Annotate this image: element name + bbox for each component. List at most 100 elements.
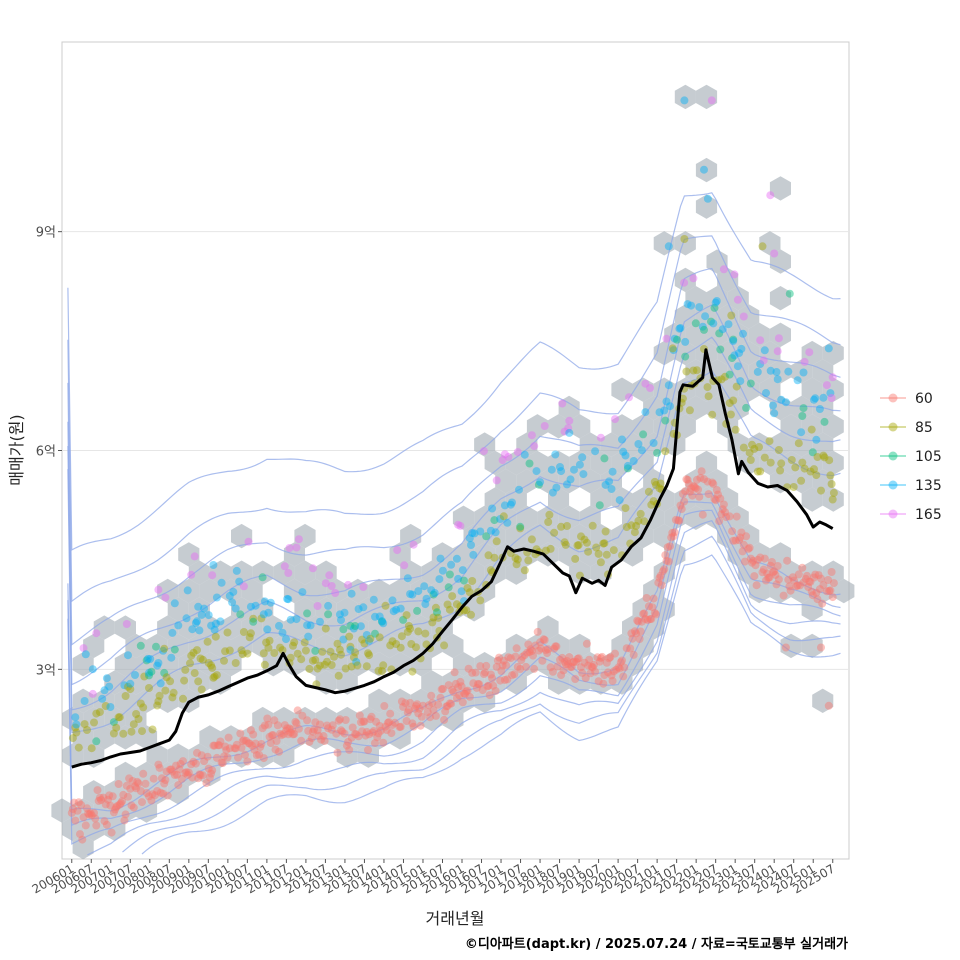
- scatter-point: [486, 566, 495, 575]
- scatter-point: [655, 484, 664, 493]
- scatter-point: [313, 664, 322, 673]
- scatter-point: [122, 620, 131, 628]
- scatter-point: [685, 487, 694, 496]
- scatter-point: [160, 779, 169, 788]
- scatter-point: [497, 667, 506, 675]
- scatter-point: [131, 671, 139, 679]
- scatter-point: [365, 730, 374, 739]
- scatter-point: [468, 529, 477, 537]
- scatter-point: [488, 504, 497, 513]
- scatter-point: [436, 693, 445, 702]
- scatter-point: [605, 654, 614, 663]
- scatter-point: [524, 640, 533, 649]
- scatter-point: [649, 594, 658, 603]
- hexbin: [400, 706, 422, 732]
- scatter-point: [513, 555, 522, 564]
- scatter-point: [337, 650, 345, 659]
- hexbin: [516, 432, 538, 457]
- scatter-point: [712, 297, 721, 305]
- scatter-point: [335, 645, 344, 654]
- scatter-point: [740, 557, 749, 566]
- scatter-point: [307, 734, 316, 743]
- scatter-point: [374, 729, 383, 738]
- scatter-point: [812, 471, 821, 480]
- scatter-point: [800, 464, 809, 473]
- scatter-point: [333, 748, 342, 757]
- hexbin: [738, 523, 760, 549]
- scatter-point: [491, 687, 500, 695]
- scatter-point: [540, 422, 549, 430]
- scatter-point: [392, 640, 401, 648]
- scatter-point: [447, 560, 456, 569]
- scatter-point: [415, 704, 424, 713]
- scatter-point: [731, 536, 740, 545]
- scatter-point: [200, 604, 209, 613]
- scatter-point: [756, 336, 765, 345]
- scatter-point: [95, 793, 104, 802]
- hexbin: [305, 652, 327, 677]
- hexbin: [421, 560, 443, 585]
- scatter-point: [234, 753, 242, 762]
- scatter-point: [138, 798, 146, 807]
- scatter-point: [813, 595, 822, 604]
- scatter-point: [600, 671, 609, 680]
- scatter-point: [659, 567, 667, 576]
- scatter-point: [308, 727, 317, 736]
- scatter-point: [670, 334, 679, 343]
- scatter-point: [664, 557, 673, 566]
- scatter-point: [755, 443, 763, 451]
- scatter-point: [578, 453, 587, 462]
- hexbin: [231, 523, 253, 549]
- hexbin: [125, 633, 147, 659]
- scatter-point: [773, 562, 782, 570]
- scatter-point: [311, 718, 320, 727]
- scatter-point: [718, 325, 727, 334]
- hexbin: [199, 725, 221, 750]
- scatter-point: [779, 591, 788, 600]
- scatter-point: [310, 725, 319, 734]
- scatter-point: [811, 394, 820, 403]
- scatter-point: [498, 661, 507, 670]
- scatter-point: [630, 627, 639, 636]
- hexbin: [199, 761, 221, 787]
- scatter-point: [386, 641, 395, 650]
- scatter-point: [378, 617, 386, 625]
- scatter-point: [289, 730, 297, 739]
- scatter-point: [162, 673, 171, 682]
- scatter-point: [732, 512, 741, 521]
- legend-label: 60: [915, 391, 933, 407]
- scatter-point: [674, 516, 683, 525]
- hexbin: [569, 450, 591, 476]
- hexbin: [526, 633, 548, 659]
- scatter-point: [726, 410, 735, 419]
- scatter-point: [282, 635, 290, 644]
- scatter-point: [414, 627, 423, 636]
- scatter-point: [256, 743, 265, 752]
- hexbin: [136, 652, 158, 677]
- scatter-point: [681, 487, 690, 496]
- hexbin: [685, 469, 707, 494]
- scatter-point: [161, 593, 170, 602]
- scatter-point: [193, 748, 201, 757]
- scatter-point: [74, 743, 83, 752]
- hexbin: [389, 688, 411, 713]
- scatter-point: [828, 373, 837, 382]
- scatter-point: [560, 538, 569, 547]
- scatter-point: [383, 718, 392, 727]
- scatter-point: [449, 688, 458, 697]
- hexbin: [209, 743, 231, 768]
- scatter-point: [703, 477, 712, 486]
- scatter-point: [397, 697, 406, 706]
- scatter-point: [641, 615, 650, 623]
- hexbin: [241, 578, 263, 604]
- scatter-point: [101, 800, 110, 809]
- scatter-point: [335, 610, 344, 619]
- scatter-point: [547, 465, 556, 474]
- scatter-point: [579, 470, 588, 479]
- scatter-point: [258, 573, 267, 582]
- scatter-point: [506, 500, 515, 509]
- scatter-point: [632, 629, 641, 638]
- scatter-point: [183, 586, 192, 595]
- scatter-point: [756, 467, 765, 476]
- hexbin: [220, 725, 242, 750]
